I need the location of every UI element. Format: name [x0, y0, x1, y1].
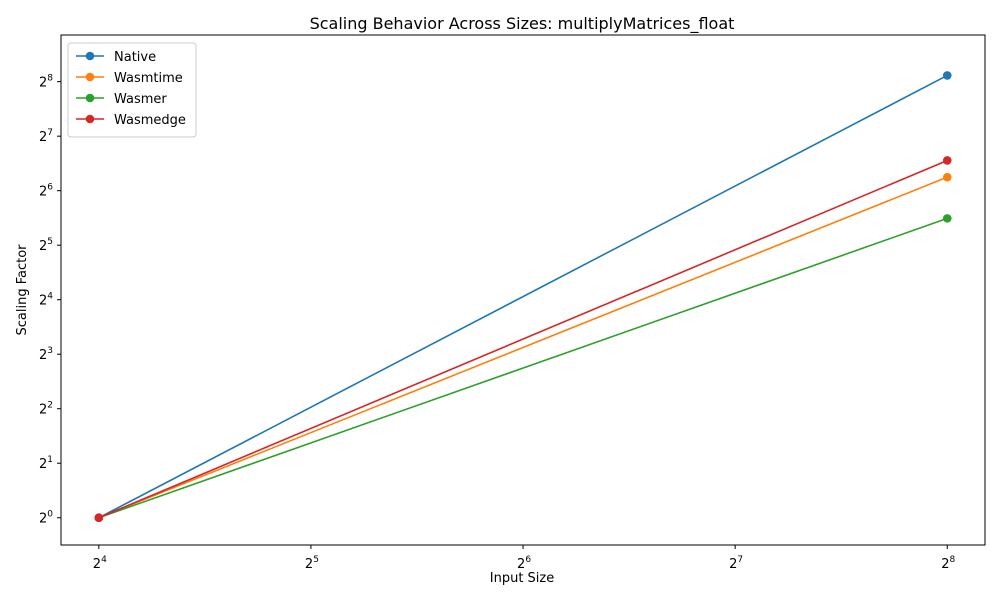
legend-marker-native	[85, 51, 95, 61]
legend-box	[67, 42, 197, 138]
series-line-wasmtime	[98, 176, 948, 519]
y-tick-label-4: 24	[39, 292, 53, 309]
y-tick-label-0-exp: 0	[47, 510, 53, 520]
series-point-native-1	[942, 71, 952, 80]
y-tick-label-8-base: 2	[39, 76, 47, 91]
legend-marker-wasmedge	[85, 114, 95, 124]
y-tick-label-7-base: 2	[39, 130, 47, 145]
x-tick-label-0-exp: 4	[101, 555, 107, 565]
y-tick-label-3-base: 2	[39, 348, 47, 363]
series-point-wasmtime-1	[942, 172, 952, 182]
y-tick-label-6-exp: 6	[47, 183, 53, 193]
series-point-wasmedge-0	[94, 513, 104, 523]
legend-marker-wasmer	[85, 93, 95, 103]
legend-label-wasmedge: Wasmedge	[114, 113, 186, 128]
legend-label-native: Native	[114, 50, 156, 65]
x-tick-label-3-base: 2	[729, 557, 737, 572]
y-tick-label-0: 20	[39, 510, 53, 527]
y-tick-label-7: 27	[39, 128, 53, 145]
y-tick-label-2-base: 2	[39, 403, 47, 418]
x-tick-label-2-exp: 6	[525, 555, 531, 565]
y-tick-label-8: 28	[39, 74, 53, 91]
legend-label-wasmtime: Wasmtime	[114, 71, 183, 86]
y-tick-label-1-exp: 1	[47, 455, 53, 465]
y-tick-label-5-exp: 5	[47, 237, 53, 247]
y-tick-label-3: 23	[39, 346, 53, 363]
y-tick-label-0-base: 2	[39, 512, 47, 527]
y-tick-label-1: 21	[39, 455, 53, 472]
y-tick-label-5-base: 2	[39, 239, 47, 254]
plot-frame	[60, 34, 986, 546]
y-tick-label-8-exp: 8	[47, 74, 53, 84]
y-tick-label-6: 26	[39, 183, 53, 200]
legend-label-wasmer: Wasmer	[114, 92, 167, 107]
x-tick-label-4-exp: 8	[950, 555, 956, 565]
series-line-native	[98, 74, 948, 519]
y-tick-label-6-base: 2	[39, 185, 47, 200]
y-tick-label-1-base: 2	[39, 457, 47, 472]
x-tick-label-3: 27	[729, 555, 743, 572]
y-tick-label-4-base: 2	[39, 294, 47, 309]
y-tick-label-7-exp: 7	[47, 128, 53, 138]
x-tick-label-2-base: 2	[517, 557, 525, 572]
x-tick-label-1: 25	[305, 555, 319, 572]
x-tick-label-0-base: 2	[93, 557, 101, 572]
y-axis-label: Scaling Factor	[15, 244, 30, 336]
series-line-wasmedge	[98, 159, 948, 519]
x-tick-label-4-base: 2	[941, 557, 949, 572]
y-tick-label-2: 22	[39, 401, 53, 418]
y-tick-label-5: 25	[39, 237, 53, 254]
x-tick-label-0: 24	[93, 555, 107, 572]
series-point-wasmer-1	[942, 214, 952, 223]
legend: Native Wasmtime Wasmer Wasmedge	[67, 42, 197, 138]
legend-marker-wasmtime	[85, 72, 95, 82]
x-tick-label-3-exp: 7	[737, 555, 743, 565]
series-point-wasmedge-1	[942, 156, 952, 165]
x-tick-label-4: 28	[941, 555, 955, 572]
x-tick-label-1-base: 2	[305, 557, 313, 572]
y-tick-label-3-exp: 3	[47, 346, 53, 356]
y-tick-label-4-exp: 4	[47, 292, 53, 302]
chart-title: Scaling Behavior Across Sizes: multiplyM…	[310, 14, 735, 34]
x-axis-label: Input Size	[490, 571, 554, 586]
x-tick-label-1-exp: 5	[313, 555, 319, 565]
x-tick-label-2: 26	[517, 555, 531, 572]
series-line-wasmer	[98, 217, 948, 519]
y-tick-label-2-exp: 2	[47, 401, 53, 411]
